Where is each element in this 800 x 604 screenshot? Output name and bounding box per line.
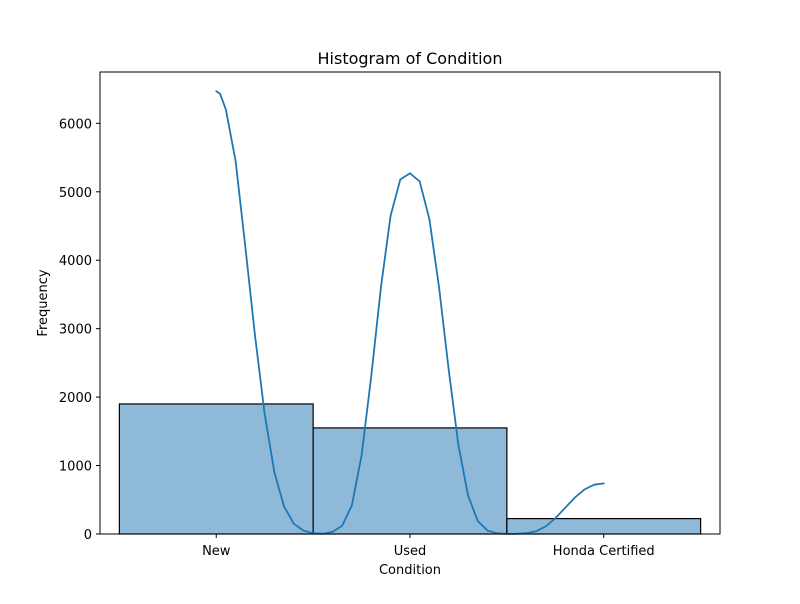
bar-new xyxy=(118,403,314,535)
y-tick-label: 1000 xyxy=(59,460,92,475)
y-axis-label: Frequency xyxy=(36,269,51,336)
x-tick-label: Honda Certified xyxy=(553,544,655,559)
kde-layer xyxy=(215,90,605,535)
x-tick-label: Used xyxy=(394,544,427,559)
y-tick-label: 4000 xyxy=(59,254,92,269)
x-axis-label: Condition xyxy=(379,563,441,578)
x-axis: New Used Honda Certified xyxy=(202,534,655,559)
y-axis: 0 1000 2000 3000 4000 5000 6000 xyxy=(59,117,100,543)
y-tick-label: 2000 xyxy=(59,391,92,406)
y-tick-label: 3000 xyxy=(59,323,92,338)
bars-layer xyxy=(118,403,702,535)
y-tick-label: 6000 xyxy=(59,117,92,132)
x-tick-label: New xyxy=(202,544,231,559)
y-tick-label: 5000 xyxy=(59,186,92,201)
chart-title: Histogram of Condition xyxy=(318,49,503,68)
kde-curve xyxy=(215,90,605,535)
y-tick-label: 0 xyxy=(84,528,92,543)
bar-used xyxy=(312,427,508,535)
